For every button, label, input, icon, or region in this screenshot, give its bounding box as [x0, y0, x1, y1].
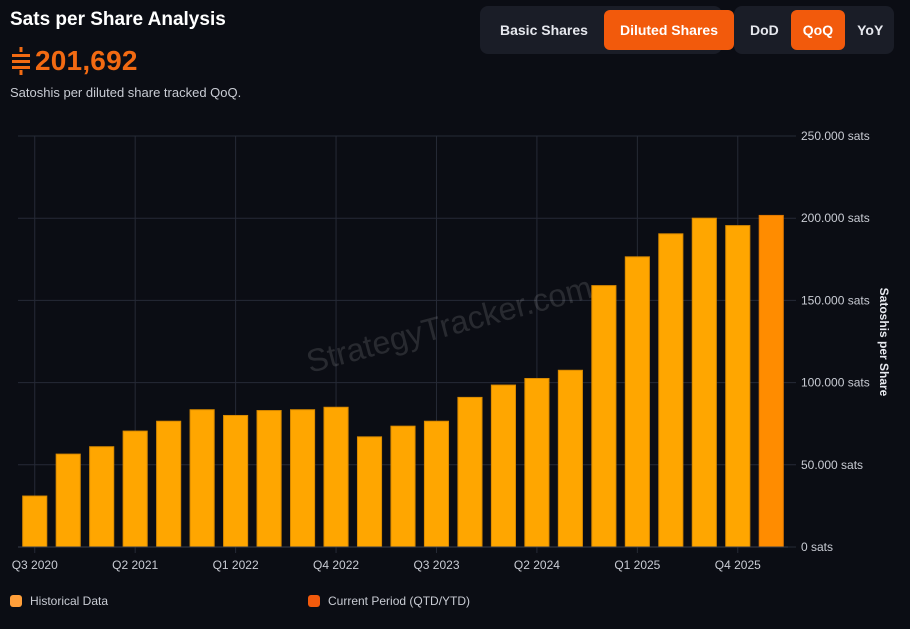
share-type-toggle: Basic Shares Diluted Shares	[480, 6, 734, 54]
y-tick-label: 150.000 sats	[801, 293, 870, 307]
bar-historical	[691, 217, 717, 548]
sats-per-share-chart: 0 sats 50.000 sats 100.000 sats 150.000 sat…	[12, 129, 891, 572]
bar-historical	[55, 453, 81, 548]
period-toggle: DoD QoQ YoY	[734, 6, 894, 54]
legend-current-label: Current Period (QTD/YTD)	[328, 594, 471, 608]
bar-historical	[290, 409, 316, 548]
y-tick-label: 0 sats	[801, 540, 833, 554]
bar-historical	[156, 420, 182, 548]
bar-historical	[189, 409, 215, 548]
bar-historical	[457, 396, 483, 548]
y-tick-label: 250.000 sats	[801, 129, 870, 143]
bar-historical	[89, 446, 115, 548]
y-axis-title: Satoshis per Share	[877, 288, 891, 397]
x-tick-label: Q3 2023	[413, 558, 459, 572]
legend-historical[interactable]: Historical Data	[10, 594, 108, 608]
x-tick-label: Q1 2022	[213, 558, 259, 572]
bar-historical	[524, 377, 550, 548]
page-subtitle: Satoshis per diluted share tracked QoQ.	[10, 85, 242, 100]
basic-shares-button[interactable]: Basic Shares	[500, 22, 588, 38]
bar-current-period	[758, 214, 784, 548]
bar-historical	[725, 225, 751, 548]
x-tick-label: Q1 2025	[614, 558, 660, 572]
bar-historical	[658, 233, 684, 548]
bar-historical	[356, 436, 383, 548]
bar-historical	[122, 430, 148, 548]
y-tick-label: 50.000 sats	[801, 458, 863, 472]
yoy-button[interactable]: YoY	[857, 22, 884, 38]
bar-historical	[423, 420, 450, 548]
bar-historical	[624, 256, 650, 548]
watermark-text: StrategyTracker.com	[302, 269, 595, 380]
bar-historical	[22, 495, 48, 548]
legend-current-swatch	[308, 595, 320, 607]
y-tick-label: 100.000 sats	[801, 376, 870, 390]
x-tick-label: Q4 2025	[715, 558, 761, 572]
sats-per-share-value: 201,692	[35, 45, 138, 76]
bar-historical	[490, 384, 516, 548]
x-tick-label: Q2 2021	[112, 558, 158, 572]
y-tick-label: 200.000 sats	[801, 211, 870, 225]
satoshi-icon	[12, 47, 30, 75]
bar-historical	[323, 406, 349, 548]
legend-historical-label: Historical Data	[30, 594, 109, 608]
x-tick-label: Q3 2020	[12, 558, 58, 572]
x-tick-label: Q2 2024	[514, 558, 560, 572]
x-tick-label: Q4 2022	[313, 558, 359, 572]
bar-historical	[223, 414, 249, 548]
bar-historical	[557, 369, 583, 548]
bar-historical	[256, 410, 282, 548]
current-value: 201,692	[10, 45, 138, 77]
bar-historical	[591, 285, 617, 548]
legend-current[interactable]: Current Period (QTD/YTD)	[308, 594, 470, 608]
bar-historical	[390, 425, 416, 548]
qoq-button[interactable]: QoQ	[790, 10, 846, 50]
dod-button[interactable]: DoD	[750, 22, 779, 38]
legend-historical-swatch	[10, 595, 22, 607]
diluted-shares-button[interactable]: Diluted Shares	[603, 10, 734, 50]
page-title: Sats per Share Analysis	[10, 9, 226, 30]
